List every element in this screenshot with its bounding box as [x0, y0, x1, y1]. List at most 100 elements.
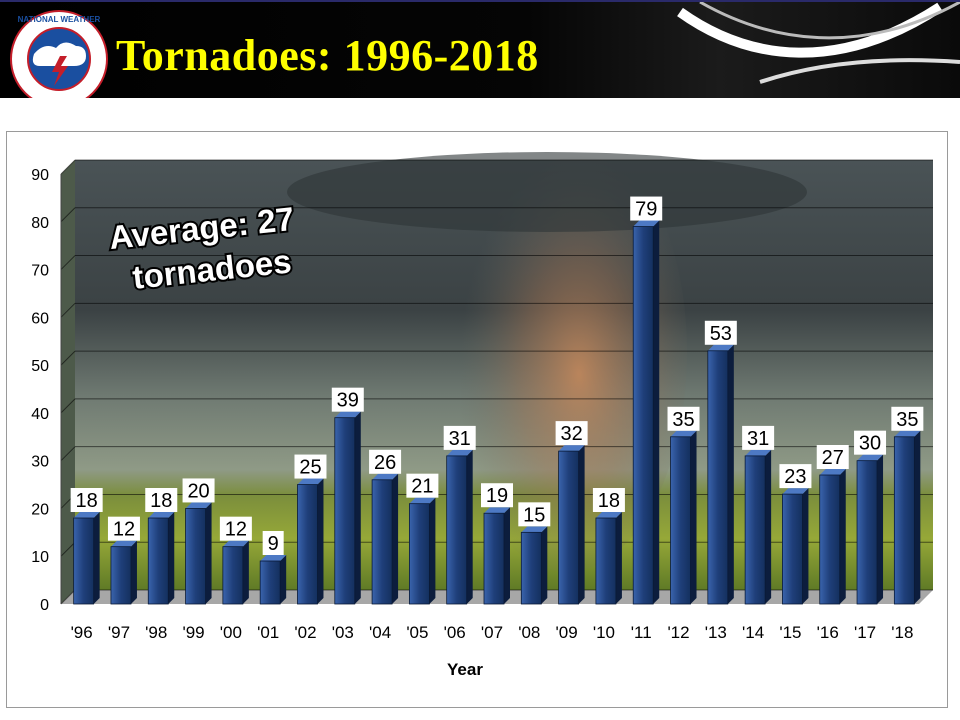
bar-top [222, 540, 249, 547]
data-label: 18 [598, 490, 620, 512]
bar [707, 350, 729, 605]
bar [893, 436, 915, 605]
bar [782, 493, 803, 605]
data-label: 18 [150, 490, 172, 512]
bar-side [466, 449, 473, 604]
bar-side [504, 507, 510, 604]
bar-top [633, 220, 660, 227]
tornado-funnel-shape [447, 132, 687, 572]
data-label-box [667, 406, 700, 431]
gridline-depth [60, 446, 76, 462]
data-label-box [107, 516, 140, 541]
data-label: 35 [896, 409, 918, 431]
bar-side [877, 454, 884, 604]
gridline-depth [60, 207, 76, 223]
bar-top [707, 344, 734, 351]
x-tick-label: '02 [294, 623, 316, 642]
data-label-box [704, 320, 737, 345]
chart-frame: 0 10 20 30 40 50 60 70 80 90 18 '96 12 '97 18 '98 20 '99 1… [6, 131, 948, 708]
bar-top [819, 469, 846, 475]
data-label: 18 [76, 490, 98, 512]
bar-side [93, 512, 100, 604]
x-tick-label: '15 [779, 623, 801, 642]
bar-side [130, 540, 137, 604]
data-label: 79 [635, 199, 657, 221]
bar-side [392, 473, 399, 604]
x-tick-label: '18 [891, 623, 913, 642]
bar [819, 474, 841, 605]
bar-top [185, 502, 212, 509]
data-label: 32 [560, 423, 582, 445]
y-tick-label: 90 [31, 167, 49, 184]
y-tick-label: 30 [31, 454, 49, 471]
bar-side [317, 478, 324, 604]
data-label: 19 [486, 485, 508, 507]
bar-top [558, 445, 585, 452]
data-label: 12 [225, 519, 247, 541]
data-label-box [481, 483, 513, 508]
bar [110, 546, 132, 605]
bar-top [334, 411, 361, 418]
bar [185, 508, 206, 605]
bar-top [745, 449, 772, 456]
gridline-depth [60, 398, 76, 414]
gridline-depth [60, 159, 76, 175]
bar [483, 512, 505, 605]
bar-top [446, 449, 473, 456]
x-tick-label: '05 [406, 623, 428, 642]
bar-side [205, 502, 212, 604]
x-tick-label: '09 [556, 623, 578, 642]
y-tick-label: 50 [31, 358, 49, 375]
y-tick-label: 60 [31, 310, 49, 327]
data-label: 31 [747, 428, 769, 450]
bar [259, 560, 281, 605]
bar-side [839, 469, 846, 604]
x-tick-label: '10 [593, 623, 615, 642]
gridline-depth [60, 350, 76, 366]
bar-top [73, 512, 100, 518]
bar-top [260, 555, 287, 561]
x-tick-label: '99 [182, 623, 204, 642]
bar [856, 460, 878, 605]
bar-side [727, 344, 734, 604]
y-tick-label: 40 [31, 406, 49, 423]
data-label: 9 [268, 533, 279, 555]
data-label: 53 [710, 323, 732, 345]
y-tick-label: 80 [31, 215, 49, 232]
x-tick-label: '13 [705, 623, 727, 642]
bar-side [168, 512, 175, 604]
bar-top [521, 526, 548, 533]
svg-text:★ ★ ★: ★ ★ ★ [46, 97, 72, 98]
bar-side [615, 512, 622, 604]
x-tick-label: '16 [817, 623, 839, 642]
bar-top [110, 540, 137, 547]
data-label: 21 [411, 476, 433, 498]
bar-side [578, 445, 585, 604]
data-label-box [555, 421, 588, 446]
y-tick-label: 20 [31, 501, 49, 518]
bar [558, 450, 580, 605]
bar-chart: 0 10 20 30 40 50 60 70 80 90 18 '96 12 '97 18 '98 20 '99 1… [31, 132, 933, 679]
x-tick-label: '11 [631, 623, 652, 642]
title-banner: NATIONAL WEATHER ★ ★ ★ Tornadoes: 1996-2… [0, 0, 960, 98]
bar [595, 517, 617, 605]
data-label: 12 [113, 519, 135, 541]
data-label-box [331, 387, 364, 412]
chart-side-wall [61, 160, 75, 604]
bar-side [802, 488, 809, 604]
y-tick-label: 70 [31, 263, 49, 280]
data-label-box [854, 430, 887, 455]
svg-text:NATIONAL WEATHER: NATIONAL WEATHER [18, 15, 101, 24]
bar [632, 226, 654, 605]
x-axis-title: Year [447, 660, 483, 679]
bar-top [782, 488, 809, 495]
data-label-box [779, 464, 812, 489]
data-label-box [406, 473, 439, 498]
gridline-depth [60, 255, 76, 270]
bar [147, 517, 169, 605]
noaa-swoosh-logo [677, 2, 960, 84]
x-tick-label: '12 [667, 623, 689, 642]
bar-top [670, 430, 697, 437]
x-tick-label: '96 [71, 623, 93, 642]
bar-side [242, 540, 249, 604]
